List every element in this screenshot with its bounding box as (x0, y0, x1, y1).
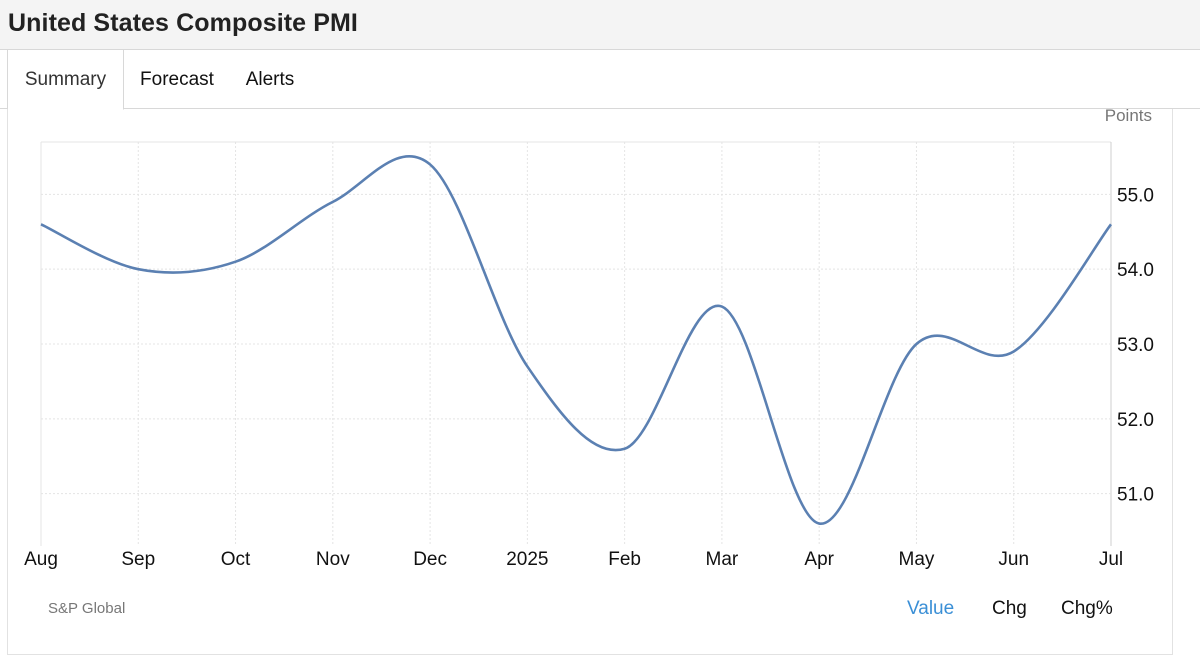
x-tick-label: Jun (998, 549, 1029, 570)
x-tick-label: Nov (316, 549, 350, 570)
chart-panel (7, 109, 1173, 655)
chg-percent-button[interactable]: Chg% (1061, 598, 1113, 619)
y-tick-label: 51.0 (1117, 485, 1154, 506)
x-tick-label: Mar (706, 549, 739, 570)
chg-button[interactable]: Chg (992, 598, 1027, 619)
x-tick-label: Jul (1099, 549, 1123, 570)
tab-forecast[interactable]: Forecast (140, 69, 214, 90)
series-line (40, 155, 1113, 525)
y-tick-label: 52.0 (1117, 410, 1154, 431)
data-point (135, 266, 141, 272)
data-point (38, 221, 44, 227)
data-point (427, 161, 433, 167)
x-tick-label: May (899, 549, 935, 570)
data-point (719, 304, 725, 310)
y-tick-label: 54.0 (1117, 260, 1154, 281)
value-button[interactable]: Value (907, 598, 955, 619)
x-tick-label: 2025 (506, 549, 548, 570)
tab-summary[interactable]: Summary (7, 50, 124, 110)
x-tick-label: Feb (608, 549, 641, 570)
line-chart: Aug Sep Oct Nov Dec 2025 Feb Mar Apr May Jun Jul 51.… (24, 106, 1154, 570)
data-point (816, 521, 822, 527)
data-point (233, 259, 239, 265)
title-bar: United States Composite PMI (0, 0, 1200, 50)
page-title: United States Composite PMI (8, 9, 358, 37)
y-tick-label: 55.0 (1117, 185, 1154, 206)
x-tick-label: Sep (121, 549, 155, 570)
data-point (622, 446, 628, 452)
tab-bar: Summary Forecast Alerts (0, 50, 1200, 110)
chart-source: S&P Global (48, 600, 126, 617)
x-tick-label: Aug (24, 549, 58, 570)
y-axis-label: Points (1105, 106, 1152, 125)
data-point (913, 341, 919, 347)
tab-alerts[interactable]: Alerts (245, 69, 295, 90)
x-tick-label: Dec (413, 549, 447, 570)
y-tick-label: 53.0 (1117, 335, 1154, 356)
x-tick-label: Oct (221, 549, 251, 570)
data-point (330, 199, 336, 205)
data-point (1108, 221, 1114, 227)
data-point (1011, 348, 1017, 354)
data-point (524, 363, 530, 369)
x-tick-label: Apr (804, 549, 834, 570)
